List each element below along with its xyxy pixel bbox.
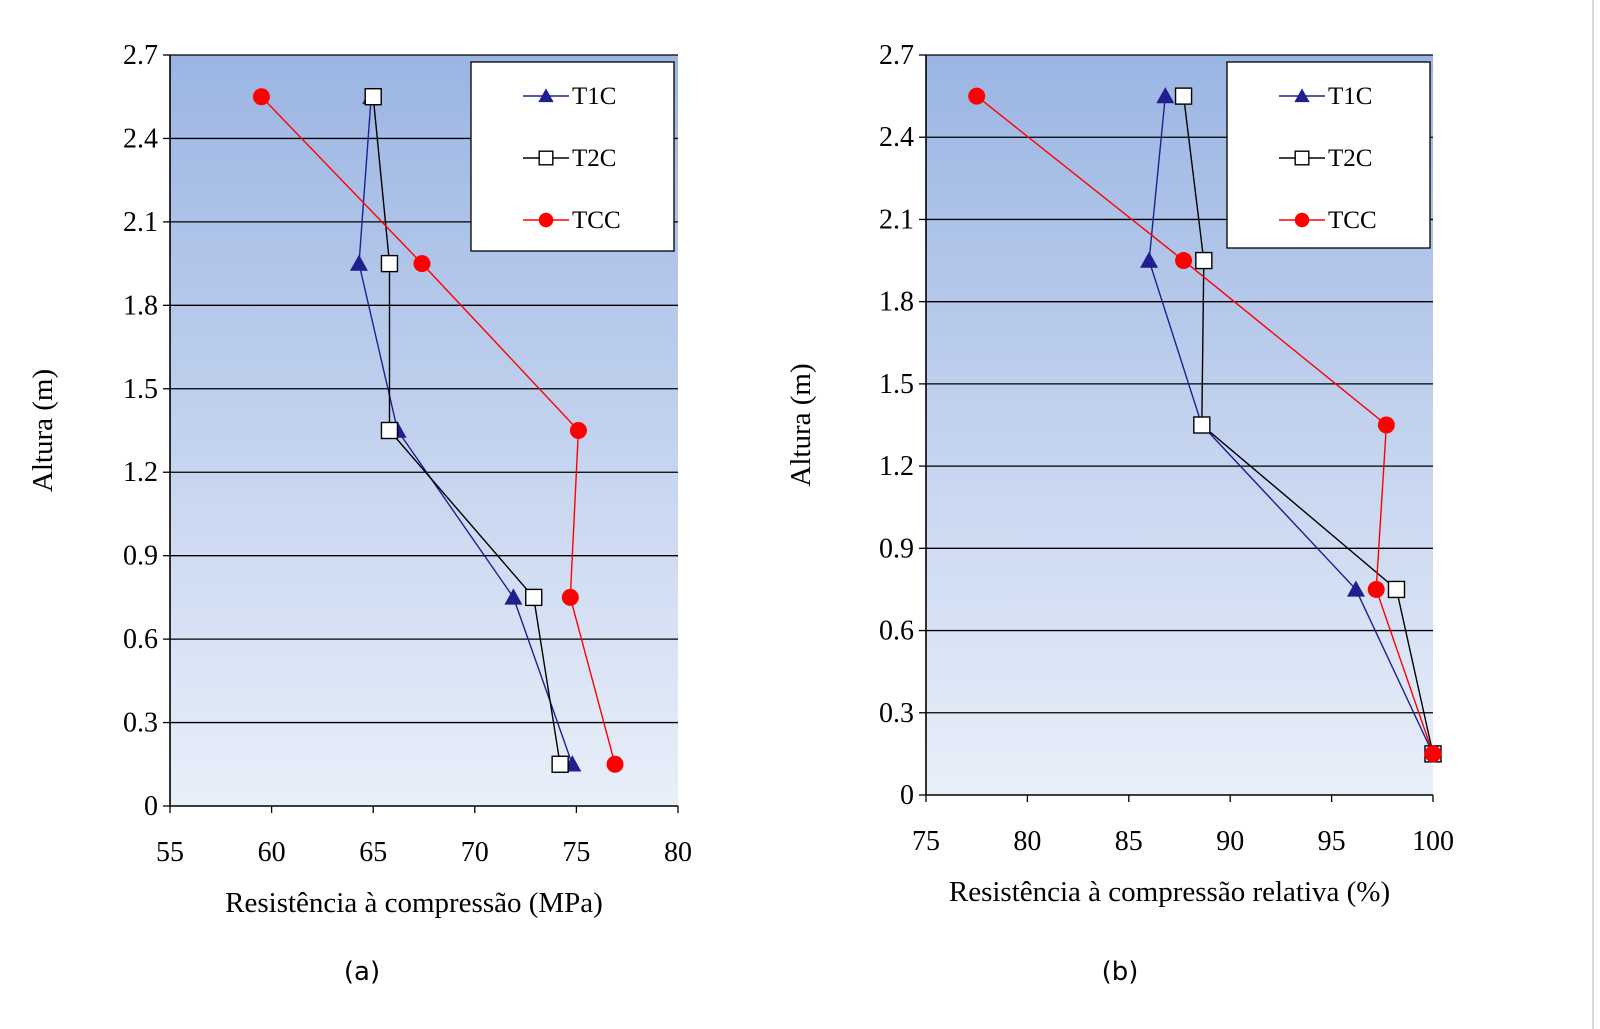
x-tick-label: 90	[1216, 826, 1244, 857]
page-edge-line	[1592, 0, 1594, 1029]
x-tick-label: 85	[1115, 826, 1143, 857]
y-tick-label: 0.6	[123, 624, 158, 655]
legend-label: TCC	[572, 207, 621, 234]
data-point-square	[1195, 251, 1213, 270]
x-tick-label: 55	[156, 837, 184, 868]
legend-label: T1C	[1328, 83, 1372, 110]
series-markers-tcc	[968, 87, 1442, 763]
data-point-triangle	[1140, 251, 1159, 268]
legend-label: T2C	[1328, 145, 1372, 172]
x-axis-title: Resistência à compressão (MPa)	[225, 887, 603, 919]
data-point-circle	[1175, 252, 1193, 270]
y-tick-label: 2.7	[123, 40, 158, 71]
x-axis-title: Resistência à compressão relativa (%)	[949, 876, 1390, 908]
y-tick-label: 2.4	[123, 123, 158, 154]
series-markers-tcc	[252, 88, 624, 773]
y-tick-label: 2.1	[123, 207, 158, 238]
data-point-triangle	[1294, 88, 1310, 103]
y-axis-title: Altura (m)	[27, 369, 59, 492]
y-tick-label: 0.9	[123, 541, 158, 572]
data-point-square	[538, 150, 554, 166]
x-tick-label: 75	[562, 837, 590, 868]
data-point-circle	[1294, 212, 1310, 228]
chart-b: 0 0.3 0.6 0.9 1.2 1.5 1.8 2.1 2.4 2.7 75 80 85 90 95 10…	[785, 40, 1454, 987]
legend-label: T1C	[572, 83, 616, 110]
data-point-triangle	[349, 254, 368, 271]
y-tick-label: 1.5	[879, 369, 914, 400]
data-point-triangle	[1346, 580, 1365, 597]
data-point-circle	[569, 422, 587, 439]
legend-box	[470, 61, 675, 252]
data-point-circle	[252, 88, 270, 106]
x-tick-label: 70	[461, 837, 489, 868]
data-point-circle	[1367, 580, 1385, 598]
data-point-circle	[538, 212, 554, 228]
chart-a: 0 0.3 0.6 0.9 1.2 1.5 1.8 2.1 2.4 2.7 55 60 65 70 75 80…	[27, 40, 692, 987]
x-tick-label: 80	[664, 837, 692, 868]
x-tick-label: 75	[912, 826, 940, 857]
data-point-square	[1387, 580, 1406, 599]
data-point-triangle	[538, 88, 554, 103]
y-tick-label: 0	[900, 780, 914, 811]
data-point-square	[525, 588, 543, 607]
y-tick-label: 1.8	[123, 290, 158, 321]
chart-caption: (a)	[344, 957, 380, 987]
legend: T1C T2C TCC	[1226, 61, 1431, 249]
series-markers-t2c	[364, 88, 569, 773]
data-point-square	[364, 88, 382, 106]
legend-box	[1226, 61, 1431, 249]
data-point-square	[1193, 416, 1211, 434]
y-tick-label: 1.2	[123, 457, 158, 488]
data-point-triangle	[504, 588, 523, 605]
x-tick-label: 80	[1013, 826, 1041, 857]
x-tick-label: 60	[258, 837, 286, 868]
y-tick-label: 2.1	[879, 204, 914, 235]
data-point-square	[380, 421, 399, 440]
y-tick-label: 2.4	[879, 122, 914, 153]
data-point-square	[1294, 150, 1310, 166]
y-tick-label: 0.3	[879, 698, 914, 729]
data-point-circle	[606, 755, 624, 773]
y-tick-label: 0.9	[879, 533, 914, 564]
x-tick-label: 95	[1318, 826, 1346, 857]
data-point-circle	[413, 255, 431, 273]
y-tick-label: 1.5	[123, 374, 158, 405]
y-tick-label: 0.3	[123, 708, 158, 739]
legend: T1C T2C TCC	[470, 61, 675, 252]
data-point-circle	[561, 588, 579, 606]
data-point-circle	[1424, 745, 1442, 763]
data-point-square	[380, 254, 399, 273]
y-tick-label: 1.2	[879, 451, 914, 482]
legend-label: TCC	[1328, 207, 1377, 234]
y-axis-title: Altura (m)	[785, 363, 817, 486]
x-tick-label: 100	[1412, 826, 1454, 857]
y-tick-label: 0	[144, 791, 158, 822]
legend-label: T2C	[572, 145, 616, 172]
y-tick-label: 1.8	[879, 287, 914, 318]
y-tick-label: 2.7	[879, 40, 914, 71]
data-point-triangle	[1156, 87, 1175, 104]
data-point-square	[551, 755, 569, 773]
x-tick-label: 65	[359, 837, 387, 868]
data-point-circle	[968, 87, 986, 105]
data-point-square	[1174, 87, 1193, 105]
data-point-circle	[1377, 416, 1395, 434]
chart-caption: (b)	[1102, 957, 1139, 987]
y-tick-label: 0.6	[879, 616, 914, 647]
